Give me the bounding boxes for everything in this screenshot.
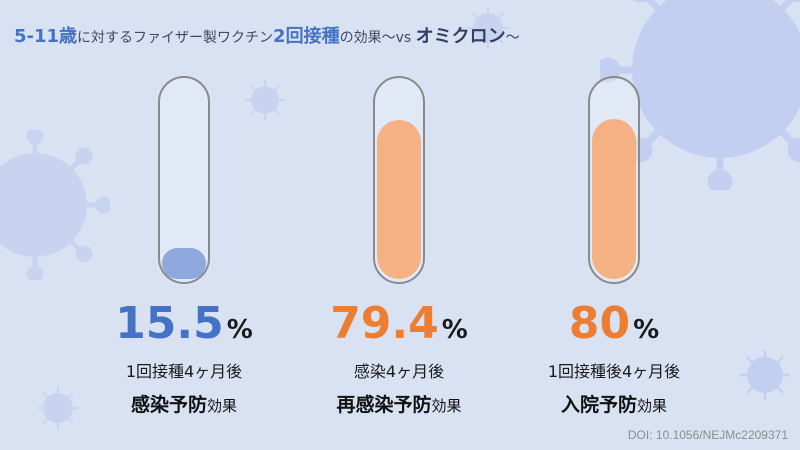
virus-small-title-icon: [467, 7, 509, 49]
title-dose: 2回接種: [273, 26, 340, 47]
effect-bold: 再感染予防: [336, 394, 432, 416]
effect-bold: 感染予防: [130, 394, 207, 416]
title-tail: 〜: [505, 30, 520, 46]
virus-small-top-icon: [245, 80, 285, 120]
efficacy-item-1: 15.5% 1回接種4ヶ月後 感染予防効果: [54, 296, 314, 417]
effect-label: 感染予防効果: [54, 390, 314, 417]
percent-value: 79.4: [330, 298, 439, 349]
efficacy-fill-3: [592, 119, 636, 279]
effect-suffix: 効果: [431, 397, 462, 415]
timing-label: 感染4ヶ月後: [353, 362, 445, 381]
virus-small-bottom-right-icon: [740, 350, 790, 400]
effect-suffix: 効果: [207, 397, 238, 415]
efficacy-tube-2: [373, 76, 425, 284]
effect-label: 入院予防効果: [484, 390, 744, 417]
virus-small-bottom-left-icon: [37, 387, 79, 429]
percent-value: 80: [568, 298, 631, 349]
title-part1: に対するファイザー製ワクチン: [77, 30, 274, 46]
efficacy-fill-1: [162, 248, 206, 279]
timing-label: 1回接種4ヶ月後: [125, 362, 243, 381]
title-age: 5-11歳: [14, 26, 78, 47]
efficacy-tube-3: [588, 76, 640, 284]
percent-unit: %: [226, 315, 253, 345]
percent-unit: %: [441, 315, 468, 345]
efficacy-percent: 80%: [484, 296, 744, 352]
effect-bold: 入院予防: [560, 394, 637, 416]
doi-reference: DOI: 10.1056/NEJMc2209371: [627, 428, 788, 442]
efficacy-item-3: 80% 1回接種後4ヶ月後 入院予防効果: [484, 296, 744, 417]
effect-suffix: 効果: [637, 397, 668, 415]
title-variant: オミクロン: [415, 26, 506, 47]
percent-value: 15.5: [115, 298, 224, 349]
efficacy-percent: 79.4%: [269, 296, 529, 352]
efficacy-item-2: 79.4% 感染4ヶ月後 再感染予防効果: [269, 296, 529, 417]
page-title: 5-11歳に対するファイザー製ワクチン2回接種の効果〜vs オミクロン〜: [14, 22, 520, 48]
timing-label: 1回接種後4ヶ月後: [547, 362, 681, 381]
efficacy-tube-1: [158, 76, 210, 284]
efficacy-fill-2: [377, 120, 421, 279]
virus-left-icon: [0, 130, 110, 280]
effect-label: 再感染予防効果: [269, 390, 529, 417]
percent-unit: %: [633, 315, 660, 345]
efficacy-percent: 15.5%: [54, 296, 314, 352]
title-part2: の効果〜vs: [339, 30, 416, 46]
